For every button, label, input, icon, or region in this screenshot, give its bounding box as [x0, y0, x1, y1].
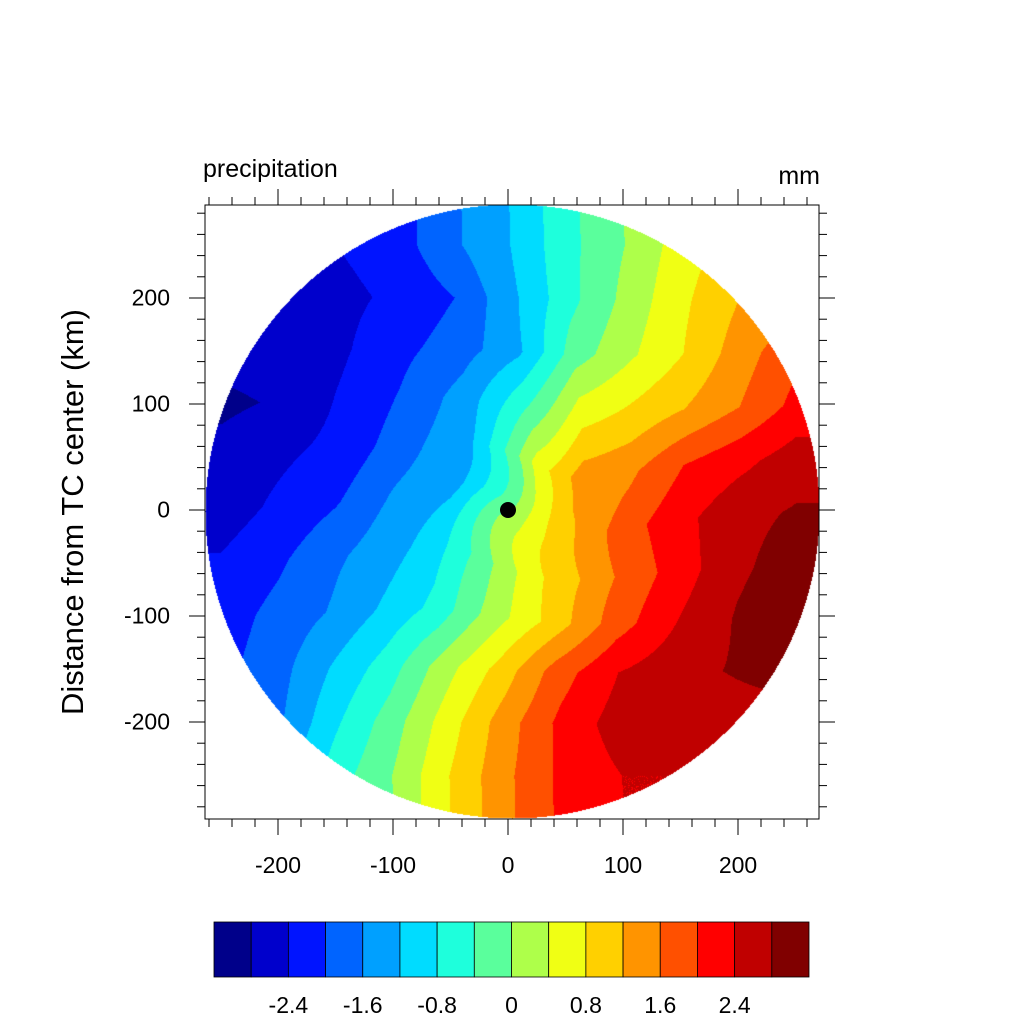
colorbar-box: [659, 921, 698, 978]
colorbar-box: [250, 921, 289, 978]
x-tick-label: 0: [501, 852, 515, 878]
colorbar-box: [622, 921, 661, 978]
colorbar-box: [548, 921, 587, 978]
y-tick-label: -200: [123, 708, 170, 735]
colorbar-label: -1.6: [342, 992, 383, 1018]
colorbar-box: [511, 921, 550, 978]
y-tick-label: 100: [131, 390, 170, 417]
colorbar-label: 0.8: [569, 992, 602, 1018]
x-tick-label: 100: [603, 852, 643, 878]
colorbar-box: [771, 921, 810, 978]
colorbar-box: [585, 921, 624, 978]
colorbar-box: [399, 921, 438, 978]
colorbar-label: 0: [505, 992, 518, 1018]
colorbar-box: [213, 921, 252, 978]
y-tick-label: 0: [157, 496, 170, 523]
colorbar-label: -2.4: [268, 992, 309, 1018]
colorbar-box: [473, 921, 512, 978]
colorbar-label: 2.4: [718, 992, 751, 1018]
colorbar-label: -0.8: [417, 992, 457, 1018]
x-tick-label: -200: [254, 852, 302, 878]
x-tick-label: 200: [718, 852, 758, 878]
colorbar-box: [287, 921, 326, 978]
colorbar-box: [734, 921, 773, 978]
colorbar-box: [436, 921, 475, 978]
x-tick-label: -100: [369, 852, 417, 878]
tc-center-marker: [500, 502, 516, 518]
chart-title-left: precipitation: [203, 155, 338, 183]
colorbar-box: [697, 921, 736, 978]
colorbar-box: [325, 921, 364, 978]
chart-units-label: mm: [778, 162, 820, 190]
colorbar-box: [362, 921, 401, 978]
y-tick-label: 200: [131, 284, 170, 311]
y-tick-label: -100: [123, 602, 170, 629]
plot-frame: [204, 204, 820, 820]
colorbar-label: 1.6: [644, 992, 677, 1018]
